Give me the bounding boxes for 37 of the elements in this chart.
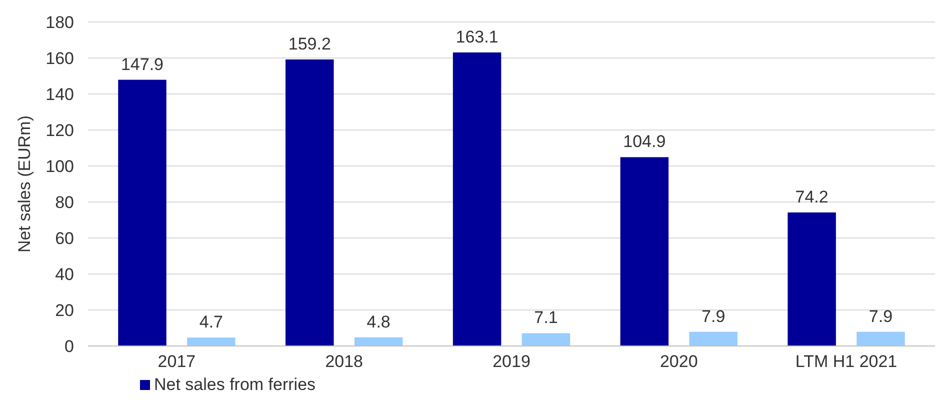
y-tick-label: 120 — [46, 121, 74, 140]
y-tick-label: 20 — [55, 301, 74, 320]
y-tick-label: 140 — [46, 85, 74, 104]
data-label: 159.2 — [288, 34, 331, 54]
data-label: 7.9 — [702, 306, 726, 326]
y-tick-label: 0 — [64, 337, 74, 356]
bar — [522, 333, 570, 346]
data-label: 147.9 — [120, 54, 164, 74]
bar — [452, 52, 502, 346]
bar — [354, 337, 403, 346]
bar — [856, 332, 905, 346]
data-label: 4.8 — [366, 312, 390, 332]
data-label: 4.7 — [199, 312, 223, 332]
data-label: 7.1 — [534, 308, 558, 328]
data-label: 104.9 — [623, 132, 666, 152]
y-tick-label: 180 — [46, 13, 74, 32]
data-label: 7.9 — [868, 306, 893, 326]
x-tick-label: 2019 — [492, 352, 530, 371]
bar — [187, 338, 236, 346]
bar — [118, 80, 166, 346]
y-tick-label: 80 — [55, 193, 74, 212]
y-tick-label: 40 — [55, 265, 74, 284]
y-tick-label: 100 — [46, 157, 74, 176]
y-axis-title: Net sales (EURm) — [15, 116, 34, 252]
y-tick-label: 160 — [46, 49, 74, 68]
bar — [286, 59, 334, 346]
x-tick-label: 2020 — [660, 352, 698, 371]
bar — [689, 332, 738, 346]
data-label: 163.1 — [456, 27, 498, 46]
x-tick-label: LTM H1 2021 — [795, 352, 898, 371]
y-tick-label: 60 — [55, 229, 74, 248]
bar — [620, 157, 669, 346]
x-tick-label: 2017 — [158, 352, 196, 371]
x-tick-label: 2018 — [325, 352, 364, 371]
data-label: 74.2 — [795, 187, 828, 206]
legend-label: Net sales from ferries — [154, 375, 316, 394]
bar — [788, 212, 836, 346]
